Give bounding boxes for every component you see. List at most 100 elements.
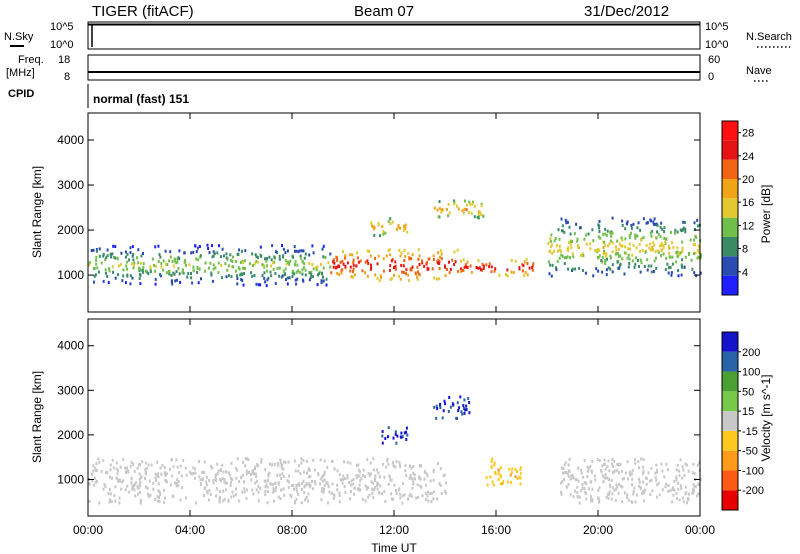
heatmap-cell <box>264 257 266 261</box>
heatmap-cell <box>106 254 109 258</box>
heatmap-cell <box>320 489 323 493</box>
heatmap-cell <box>598 486 601 490</box>
x-tick-label: 00:00 <box>685 523 715 537</box>
heatmap-cell <box>565 471 568 475</box>
heatmap-cell <box>185 263 187 267</box>
heatmap-cell <box>623 491 626 495</box>
heatmap-cell <box>150 463 153 467</box>
heatmap-cell <box>615 483 618 487</box>
heatmap-cell <box>366 259 369 263</box>
heatmap-cell <box>400 263 403 267</box>
heatmap-cell <box>399 254 402 258</box>
heatmap-cell <box>636 234 639 238</box>
heatmap-cell <box>611 462 613 466</box>
heatmap-cell <box>305 482 308 486</box>
heatmap-cell <box>358 483 361 487</box>
heatmap-cell <box>650 478 653 482</box>
heatmap-cell <box>548 249 551 253</box>
heatmap-cell <box>115 467 118 471</box>
heatmap-cell <box>269 482 272 486</box>
heatmap-cell <box>623 251 626 255</box>
heatmap-cell <box>130 262 133 266</box>
heatmap-cell <box>213 252 216 256</box>
heatmap-cell <box>637 460 640 464</box>
heatmap-cell <box>157 260 160 263</box>
heatmap-cell <box>142 270 145 274</box>
heatmap-cell <box>325 481 328 485</box>
heatmap-cell <box>148 479 151 483</box>
heatmap-cell <box>441 416 444 420</box>
heatmap-cell <box>344 264 347 268</box>
heatmap-cell <box>453 202 456 206</box>
heatmap-cell <box>626 256 629 260</box>
heatmap-cell <box>163 501 166 505</box>
heatmap-cell <box>604 473 607 476</box>
power-heatmap <box>88 199 702 288</box>
heatmap-cell <box>299 256 302 260</box>
heatmap-cell <box>519 482 522 486</box>
heatmap-cell <box>497 478 500 481</box>
heatmap-cell <box>297 469 300 473</box>
heatmap-cell <box>610 256 612 260</box>
heatmap-cell <box>223 478 226 481</box>
heatmap-cell <box>266 278 269 282</box>
heatmap-cell <box>366 458 369 462</box>
heatmap-cell <box>335 265 338 269</box>
heatmap-cell <box>191 472 194 476</box>
heatmap-cell <box>376 481 379 485</box>
heatmap-cell <box>366 274 369 278</box>
heatmap-cell <box>217 469 220 473</box>
heatmap-cell <box>260 460 263 464</box>
heatmap-cell <box>524 271 527 275</box>
heatmap-cell <box>323 470 326 474</box>
heatmap-cell <box>202 477 205 481</box>
heatmap-cell <box>694 251 697 255</box>
heatmap-cell <box>560 249 562 253</box>
heatmap-cell <box>609 483 611 487</box>
heatmap-cell <box>632 222 635 226</box>
date-title: 31/Dec/2012 <box>584 3 669 20</box>
heatmap-cell <box>574 489 577 493</box>
heatmap-cell <box>205 480 208 484</box>
heatmap-cell <box>157 489 160 493</box>
heatmap-cell <box>674 228 677 232</box>
heatmap-cell <box>200 482 203 486</box>
heatmap-cell <box>650 234 653 238</box>
heatmap-cell <box>154 497 157 501</box>
heatmap-cell <box>117 469 120 473</box>
heatmap-cell <box>366 249 369 253</box>
heatmap-cell <box>662 252 665 256</box>
heatmap-cell <box>248 471 250 474</box>
heatmap-cell <box>654 475 657 479</box>
heatmap-cell <box>322 489 325 493</box>
heatmap-cell <box>307 499 310 503</box>
heatmap-cell <box>655 266 658 270</box>
heatmap-cell <box>586 469 589 473</box>
heatmap-cell <box>696 218 699 222</box>
heatmap-cell <box>184 466 187 470</box>
heatmap-cell <box>315 266 318 270</box>
heatmap-cell <box>463 411 466 415</box>
heatmap-cell <box>320 279 323 283</box>
heatmap-cell <box>314 482 317 486</box>
heatmap-cell <box>111 265 114 269</box>
heatmap-cell <box>96 479 99 483</box>
x-tick-label: 08:00 <box>277 523 307 537</box>
heatmap-cell <box>353 492 356 496</box>
heatmap-cell <box>412 471 415 475</box>
colorbar-tick-label: 4 <box>742 267 748 279</box>
heatmap-cell <box>628 234 631 237</box>
heatmap-cell <box>508 467 511 471</box>
heatmap-cell <box>342 474 345 478</box>
heatmap-cell <box>678 498 681 502</box>
x-axis-label: Time UT <box>371 541 417 554</box>
heatmap-cell <box>196 266 199 270</box>
heatmap-cell <box>616 463 619 466</box>
heatmap-cell <box>466 266 469 269</box>
heatmap-cell <box>477 259 480 263</box>
heatmap-cell <box>684 227 687 231</box>
heatmap-cell <box>575 478 578 482</box>
heatmap-cell <box>294 278 297 282</box>
heatmap-cell <box>633 486 636 490</box>
